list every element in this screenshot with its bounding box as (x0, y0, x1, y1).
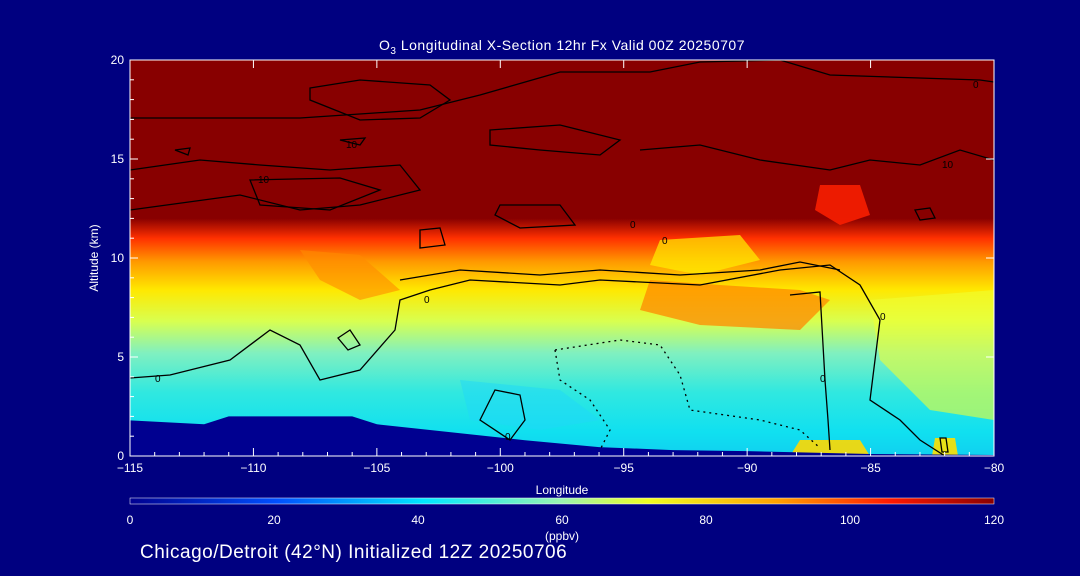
contour-label: 0 (155, 374, 161, 385)
contour-dashed (554, 339, 821, 449)
ozone-field (130, 60, 994, 456)
contour-line (494, 204, 577, 229)
colorbar-label: (ppbv) (545, 529, 579, 543)
contour-label: 0 (662, 236, 668, 247)
footer-caption: Chicago/Detroit (42°N) Initialized 12Z 2… (140, 542, 568, 563)
x-axis: −115 −110 −105 −100 −95 −90 −85 −80 (117, 60, 1005, 475)
contour-label: 0 (424, 295, 430, 306)
x-tick-label: −110 (240, 461, 266, 475)
terrain (130, 416, 994, 456)
contour-labels: 10 10 10 0 0 0 0 0 0 0 0 (155, 80, 979, 443)
y-axis: 0 5 10 15 20 (111, 53, 994, 463)
contour-dashed (554, 349, 611, 451)
contour-line (939, 437, 949, 453)
contour-line (489, 124, 622, 156)
yellow-plume (650, 235, 760, 275)
colorbar (129, 497, 995, 505)
contour-label: 10 (346, 140, 358, 151)
contour-label: 0 (820, 374, 826, 385)
contour-label: 0 (630, 220, 636, 231)
x-tick-label: −115 (117, 461, 143, 475)
colorbar-tick-label: 100 (840, 513, 860, 527)
contour-line (789, 291, 831, 451)
contour-line (130, 159, 422, 211)
x-tick-label: −85 (860, 461, 881, 475)
contour-line (339, 137, 367, 146)
y-tick-label: 5 (117, 350, 124, 364)
contour-line (399, 261, 841, 281)
colorbar-tick-label: 80 (699, 513, 713, 527)
chart-title: O3 Longitudinal X-Section 12hr Fx Valid … (379, 37, 745, 57)
contour-line (337, 329, 361, 351)
contour-line (639, 144, 994, 171)
colorbar-ticks: 0 20 40 60 80 100 120 (127, 513, 1005, 527)
contour-label: 10 (258, 175, 270, 186)
contour-line (914, 207, 936, 221)
y-tick-label: 15 (111, 152, 125, 166)
x-tick-label: −105 (363, 461, 390, 475)
y-tick-label: 0 (117, 449, 124, 463)
y-axis-label: Altitude (km) (87, 224, 101, 291)
contour-label: 0 (505, 432, 511, 443)
contour-line (479, 389, 526, 441)
colorbar-tick-label: 0 (127, 513, 134, 527)
colorbar-tick-label: 60 (555, 513, 569, 527)
cyan-patch (460, 380, 600, 430)
colorbar-tick-label: 20 (267, 513, 281, 527)
contour-line (174, 147, 191, 156)
contour-label: 0 (880, 312, 886, 323)
y-tick-label: 20 (111, 53, 125, 67)
red-spot-east (815, 185, 870, 225)
colorbar-tick-label: 120 (984, 513, 1004, 527)
y-tick-label: 10 (111, 251, 125, 265)
contour-line (309, 79, 452, 121)
contour-label: 0 (973, 80, 979, 91)
x-tick-label: −90 (737, 461, 758, 475)
yellow-east-column (870, 290, 994, 420)
contour-line (130, 60, 994, 119)
orange-band-west (300, 250, 400, 300)
x-tick-label: −100 (487, 461, 514, 475)
contour-label: 10 (942, 160, 954, 171)
colorbar-tick-label: 40 (411, 513, 425, 527)
x-tick-label: −95 (614, 461, 635, 475)
x-tick-label: −80 (984, 461, 1005, 475)
orange-band-east (640, 280, 830, 330)
contour-line (130, 264, 946, 456)
contour-lines (130, 60, 994, 456)
contour-line (419, 227, 446, 249)
contour-line (249, 177, 382, 211)
x-axis-label: Longitude (536, 483, 589, 497)
